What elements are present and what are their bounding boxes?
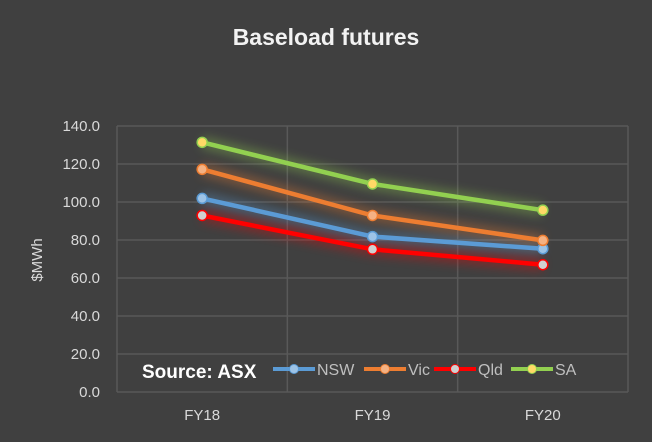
data-point-qld: [366, 243, 379, 256]
data-point-vic: [366, 209, 379, 222]
legend-label-vic: Vic: [408, 362, 430, 379]
x-tick-label: FY19: [355, 407, 391, 424]
source-annotation: Source: ASX: [142, 362, 257, 383]
x-tick-label: FY20: [525, 407, 561, 424]
legend-label-sa: SA: [555, 362, 577, 379]
data-point-sa: [196, 136, 208, 149]
data-point-nsw: [366, 230, 379, 243]
data-point-qld: [196, 209, 208, 222]
y-tick-label: 40.0: [71, 308, 100, 325]
y-tick-label: 60.0: [71, 270, 100, 287]
legend-label-qld: Qld: [478, 362, 503, 379]
legend-marker-vic: [380, 364, 390, 374]
data-point-qld: [537, 258, 549, 271]
data-point-sa: [537, 204, 549, 216]
x-tick-label: FY18: [184, 407, 220, 424]
y-tick-label: 140.0: [62, 118, 100, 135]
legend-marker-nsw: [289, 364, 299, 374]
y-axis-label: $MWh: [29, 238, 46, 281]
data-point-sa: [366, 178, 379, 190]
y-tick-label: 80.0: [71, 232, 100, 249]
data-point-nsw: [196, 192, 208, 205]
y-tick-label: 100.0: [62, 194, 100, 211]
y-tick-label: 0.0: [79, 384, 100, 401]
data-point-vic: [196, 163, 208, 176]
legend-marker-qld: [450, 364, 460, 374]
data-point-vic: [537, 234, 549, 247]
legend-marker-sa: [527, 364, 537, 374]
y-tick-label: 120.0: [62, 156, 100, 173]
chart-title: Baseload futures: [233, 24, 420, 50]
y-tick-label: 20.0: [71, 346, 100, 363]
legend-label-nsw: NSW: [317, 362, 355, 379]
